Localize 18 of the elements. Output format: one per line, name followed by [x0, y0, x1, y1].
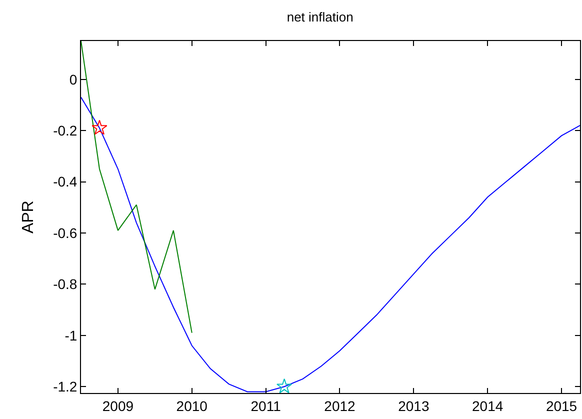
x-tick-label: 2011: [250, 398, 282, 414]
x-tick-label: 2012: [324, 398, 356, 414]
line-series: [81, 41, 192, 334]
y-tick-label: -0.6: [53, 224, 78, 241]
x-tick-label: 2013: [398, 398, 430, 414]
y-tick-label: -1.2: [53, 378, 78, 394]
x-tick-label: 2010: [176, 398, 208, 414]
y-axis-title: APR: [20, 200, 37, 234]
y-tick-label: -0.2: [53, 122, 78, 138]
y-tick-label: -1: [64, 327, 78, 344]
x-tick-label: 2009: [102, 398, 134, 414]
y-tick-label: -0.8: [53, 276, 78, 292]
y-tick-label: -0.4: [53, 174, 78, 190]
y-tick-label: 0: [69, 71, 78, 88]
chart-title: net inflation: [286, 10, 354, 25]
x-tick-label: 2014: [472, 398, 504, 414]
x-tick-label: 2015: [546, 398, 578, 414]
line-series: [81, 96, 580, 392]
